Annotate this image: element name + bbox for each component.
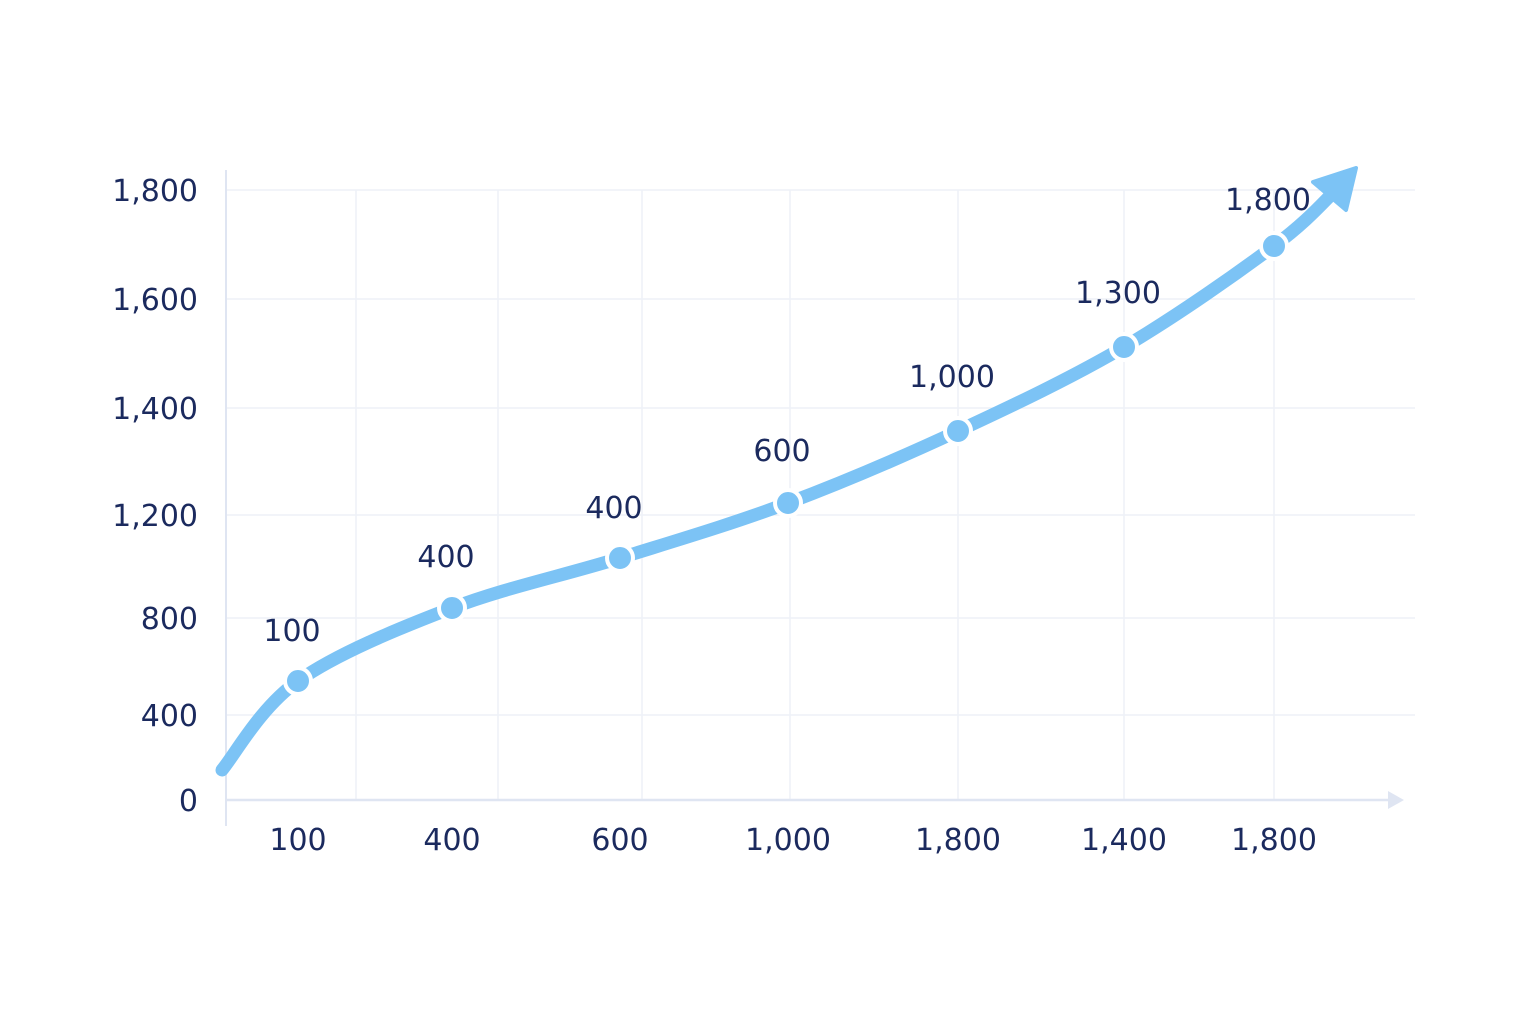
y-tick-label: 1,600 [112,283,198,318]
x-axis-ticks: 100 400 600 1,000 1,800 1,400 1,800 [269,823,1317,858]
data-label: 1,800 [1225,183,1311,218]
x-tick-label: 1,000 [745,823,831,858]
data-point [943,416,973,446]
data-label: 1,300 [1075,276,1161,311]
data-label: 100 [263,614,320,649]
y-tick-label: 1,800 [112,174,198,209]
data-labels: 100 400 400 600 1,000 1,300 1,800 [263,183,1311,649]
y-tick-label: 800 [141,602,198,637]
x-tick-label: 1,400 [1081,823,1167,858]
data-point [605,543,635,573]
x-tick-label: 100 [269,823,326,858]
data-label: 400 [585,491,642,526]
x-tick-label: 400 [423,823,480,858]
x-axis-arrow-icon [1388,791,1404,809]
series-line-path [215,183,1343,777]
data-point [437,593,467,623]
x-tick-label: 600 [591,823,648,858]
data-points [283,231,1289,696]
axes [225,170,1404,826]
y-axis-ticks: 0 400 800 1,200 1,400 1,600 1,800 [112,174,198,819]
y-tick-label: 1,400 [112,392,198,427]
y-tick-label: 0 [179,784,198,819]
trend-arrow-icon [1311,166,1358,212]
data-label: 1,000 [909,360,995,395]
y-tick-label: 1,200 [112,499,198,534]
data-point [773,488,803,518]
x-tick-label: 1,800 [1231,823,1317,858]
data-point [1259,231,1289,261]
x-tick-label: 1,800 [915,823,1001,858]
data-label: 400 [417,540,474,575]
data-point [1109,332,1139,362]
data-label: 600 [753,434,810,469]
series-line [215,166,1358,777]
data-point [283,666,313,696]
y-tick-label: 400 [141,699,198,734]
